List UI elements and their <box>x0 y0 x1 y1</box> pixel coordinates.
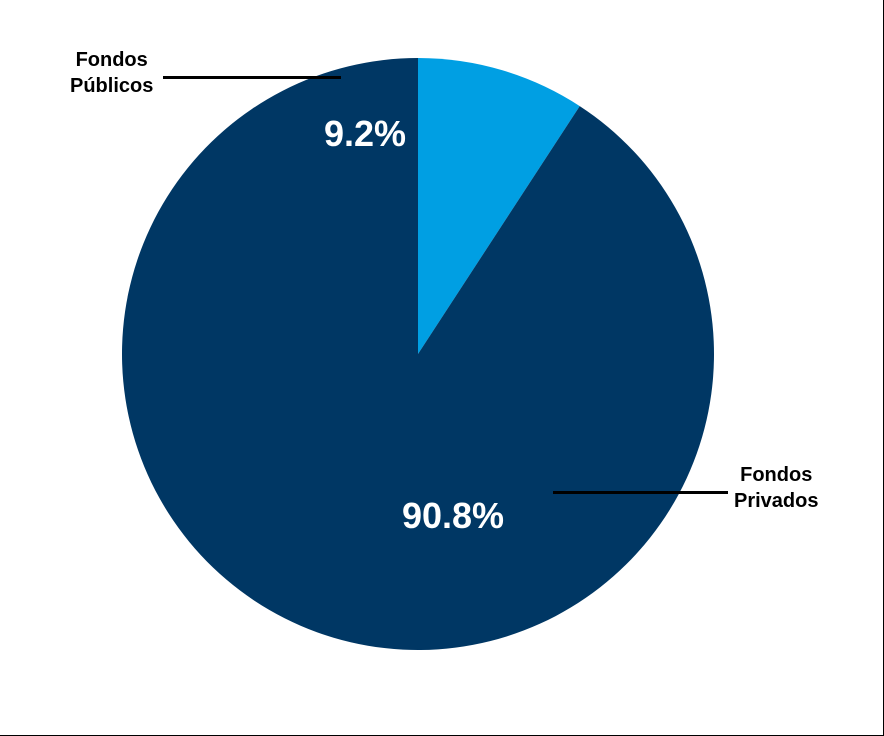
pie-slice-fondos-privados <box>121 58 714 650</box>
category-label-fondos-privados: Fondos Privados <box>734 464 819 512</box>
pie-slice-fondos-p-blicos <box>418 58 580 354</box>
data-label-fondos-p-blicos: 9.2% <box>324 113 406 154</box>
data-label-fondos-privados: 90.8% <box>402 495 504 536</box>
leader-line-fondos-publicos <box>163 76 341 79</box>
category-label-fondos-publicos: Fondos Públicos <box>70 49 154 97</box>
leader-line-fondos-privados <box>553 491 728 494</box>
